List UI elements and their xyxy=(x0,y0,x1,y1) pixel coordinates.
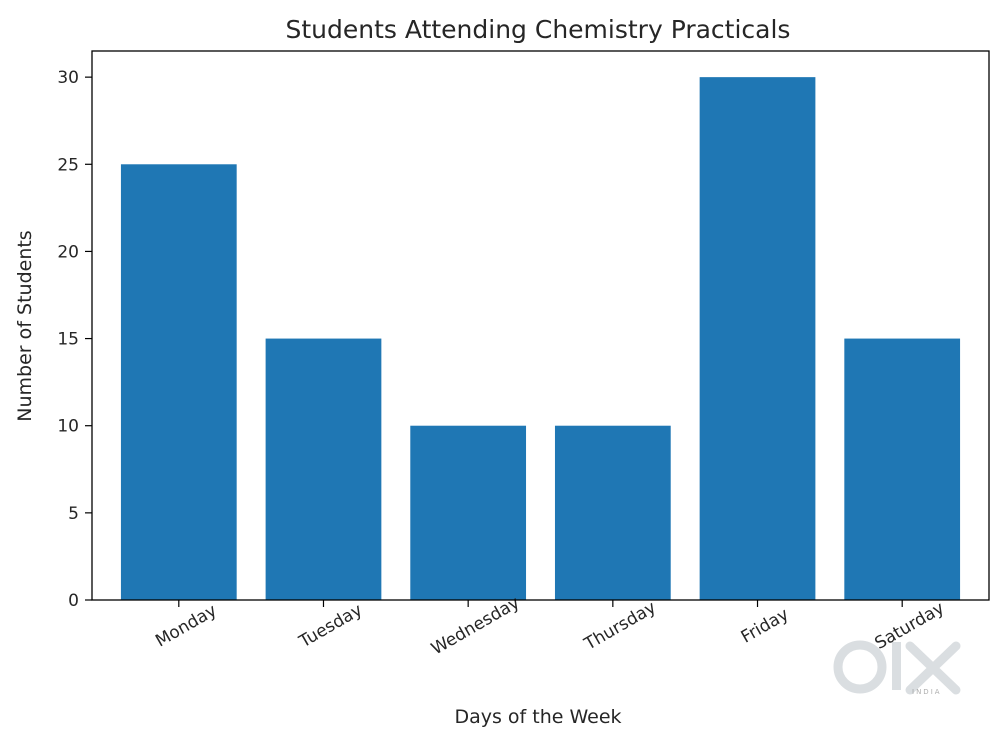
x-tick-label-thursday: Thursday xyxy=(580,598,659,655)
y-axis-label: Number of Students xyxy=(14,230,36,421)
bar-saturday xyxy=(844,338,961,600)
x-tick-label-monday: Monday xyxy=(152,601,220,652)
chart-title: Students Attending Chemistry Practicals xyxy=(286,15,791,44)
y-tick-label: 15 xyxy=(57,330,79,350)
y-tick-label: 25 xyxy=(57,155,79,175)
x-tick-label-wednesday: Wednesday xyxy=(428,593,523,660)
bar-wednesday xyxy=(410,425,527,600)
x-tick-label-friday: Friday xyxy=(738,605,793,648)
plot-frame xyxy=(91,50,990,601)
y-tick-label: 5 xyxy=(68,504,79,524)
bar-monday xyxy=(120,164,237,601)
x-axis-ticks: Monday Tuesday Wednesday Thursday Friday Satu… xyxy=(152,593,948,660)
bar-thursday xyxy=(554,425,671,600)
bar-tuesday xyxy=(265,338,382,600)
y-tick-label: 20 xyxy=(57,242,79,262)
bar-friday xyxy=(699,77,816,600)
y-axis-ticks: 0 5 10 15 20 25 30 xyxy=(57,68,92,611)
olx-watermark-sub: INDIA xyxy=(912,688,942,696)
x-axis-label: Days of the Week xyxy=(454,706,621,728)
y-tick-label: 10 xyxy=(57,417,79,437)
olx-watermark-logo xyxy=(833,640,961,695)
bars-group xyxy=(120,77,961,601)
y-tick-label: 30 xyxy=(57,68,79,88)
y-tick-label: 0 xyxy=(68,591,79,611)
x-tick-label-tuesday: Tuesday xyxy=(295,600,366,652)
